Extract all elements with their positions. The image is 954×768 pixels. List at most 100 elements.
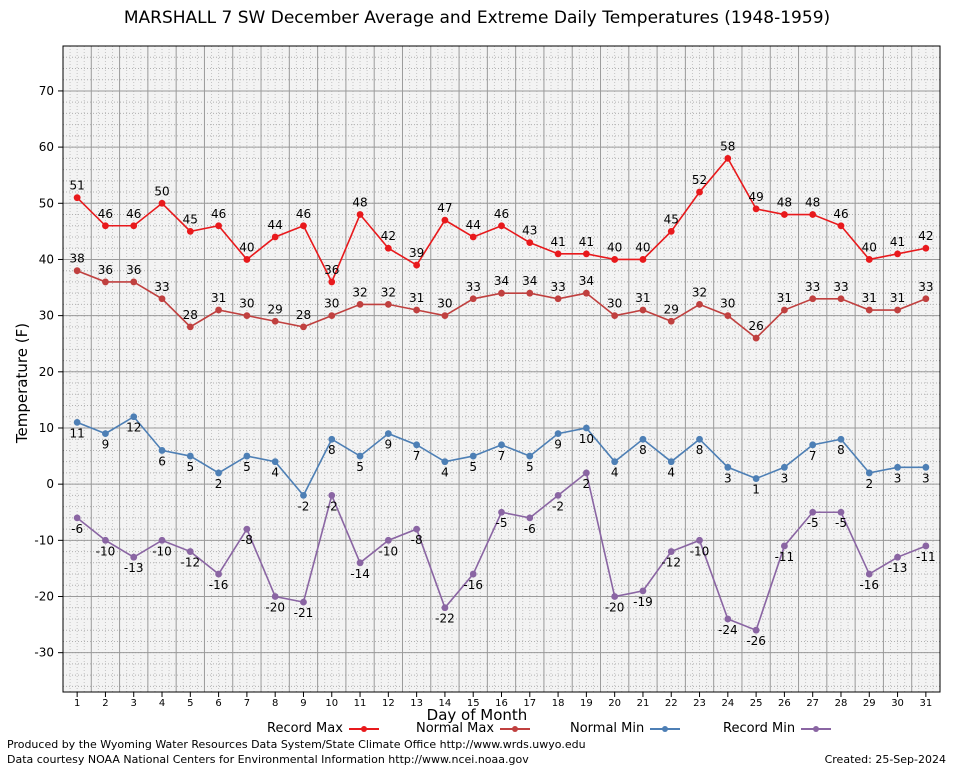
data-point: [215, 306, 222, 314]
y-tick-label: -20: [34, 590, 54, 604]
data-label: -12: [181, 556, 201, 570]
data-label: 8: [639, 443, 647, 457]
data-point: [837, 435, 845, 443]
data-label: 6: [158, 454, 166, 468]
data-label: 58: [720, 139, 735, 153]
data-label: 48: [805, 196, 820, 210]
x-tick-label: 3: [131, 698, 137, 709]
data-point: [667, 458, 675, 466]
data-point: [809, 295, 817, 303]
data-point: [922, 463, 930, 471]
data-label: -8: [411, 533, 423, 547]
x-tick-label: 18: [552, 698, 565, 709]
data-label: -10: [96, 544, 116, 558]
series-record-max: 51 46 46 50 45 46 40 44 46 36 48 42 39 47 44 46 43 41 41 40…: [70, 139, 933, 286]
data-point: [809, 441, 817, 449]
data-label: 50: [154, 184, 169, 198]
data-label: 8: [696, 443, 704, 457]
data-point: [102, 430, 109, 437]
data-label: 5: [186, 460, 194, 474]
data-point: [922, 542, 930, 550]
data-label: 34: [494, 274, 509, 288]
data-label: 2: [583, 477, 591, 491]
y-tick-label: 10: [39, 421, 54, 435]
x-tick-label: 30: [891, 698, 904, 709]
x-tick-label: 1: [74, 698, 80, 709]
data-label: 42: [918, 229, 933, 243]
x-axis: 1 2 3 4 5 6 7 8 9 10 11 12 13 14 15 16 17 18 19 20 21 22 23 24 2…: [74, 692, 932, 709]
data-point: [781, 306, 788, 314]
y-tick-label: -10: [34, 533, 54, 547]
data-point: [102, 222, 109, 230]
data-point: [215, 570, 222, 578]
data-point: [865, 570, 873, 578]
x-tick-label: 4: [159, 698, 165, 709]
data-point: [894, 553, 901, 561]
data-label: 33: [550, 280, 565, 294]
legend-swatch-icon: [801, 725, 832, 732]
data-label: -21: [294, 606, 314, 620]
data-point: [328, 278, 336, 286]
data-label: 33: [833, 280, 848, 294]
x-tick-label: 21: [637, 698, 650, 709]
data-label: 38: [70, 252, 85, 266]
data-point: [554, 430, 562, 437]
data-label: -16: [209, 578, 229, 592]
data-label: 9: [554, 438, 562, 452]
data-point: [582, 289, 590, 297]
data-label: 33: [154, 280, 169, 294]
x-tick-label: 12: [382, 698, 395, 709]
data-point: [809, 211, 817, 218]
data-point: [582, 469, 590, 477]
data-point: [554, 250, 562, 258]
data-point: [356, 301, 364, 308]
data-point: [271, 317, 279, 325]
data-label: 4: [667, 466, 675, 480]
data-point: [356, 559, 364, 567]
data-point: [243, 256, 251, 263]
data-point: [526, 514, 534, 522]
x-tick-label: 2: [102, 698, 108, 709]
data-label: 7: [498, 449, 506, 463]
x-tick-label: 20: [608, 698, 621, 709]
data-label: 31: [862, 291, 877, 305]
x-tick-label: 17: [523, 698, 536, 709]
x-tick-label: 8: [272, 698, 278, 709]
data-point: [130, 278, 138, 286]
legend-swatch-icon: [650, 725, 681, 732]
data-label: -10: [379, 544, 399, 558]
data-point: [922, 244, 930, 252]
data-label: -13: [124, 561, 144, 575]
data-label: 41: [890, 235, 905, 249]
x-tick-label: 10: [325, 698, 338, 709]
data-point: [356, 211, 364, 218]
legend-item-normal-min: Normal Min: [570, 721, 681, 736]
data-point: [469, 452, 477, 460]
y-tick-label: 30: [39, 309, 54, 323]
data-label: 34: [522, 274, 537, 288]
x-axis-label: Day of Month: [426, 706, 528, 724]
data-point: [611, 312, 619, 320]
data-label: 32: [692, 285, 707, 299]
data-label: 28: [296, 308, 311, 322]
data-point: [498, 289, 505, 297]
data-label: 34: [579, 274, 594, 288]
data-label: 31: [890, 291, 905, 305]
data-point: [667, 227, 675, 235]
data-label: -8: [241, 533, 253, 547]
data-label: 46: [296, 207, 311, 221]
data-label: 30: [324, 297, 339, 311]
data-point: [752, 334, 760, 342]
data-label: -10: [152, 544, 172, 558]
x-tick-label: 7: [244, 698, 250, 709]
grid-lines: [62, 45, 941, 692]
data-point: [498, 508, 505, 516]
data-label: 9: [385, 438, 393, 452]
data-label: 45: [183, 212, 198, 226]
data-label: -22: [435, 612, 455, 626]
data-point: [441, 604, 449, 612]
data-point: [328, 491, 336, 499]
data-label: -20: [265, 601, 285, 615]
data-label: 30: [720, 297, 735, 311]
legend-label: Normal Max: [416, 721, 495, 736]
